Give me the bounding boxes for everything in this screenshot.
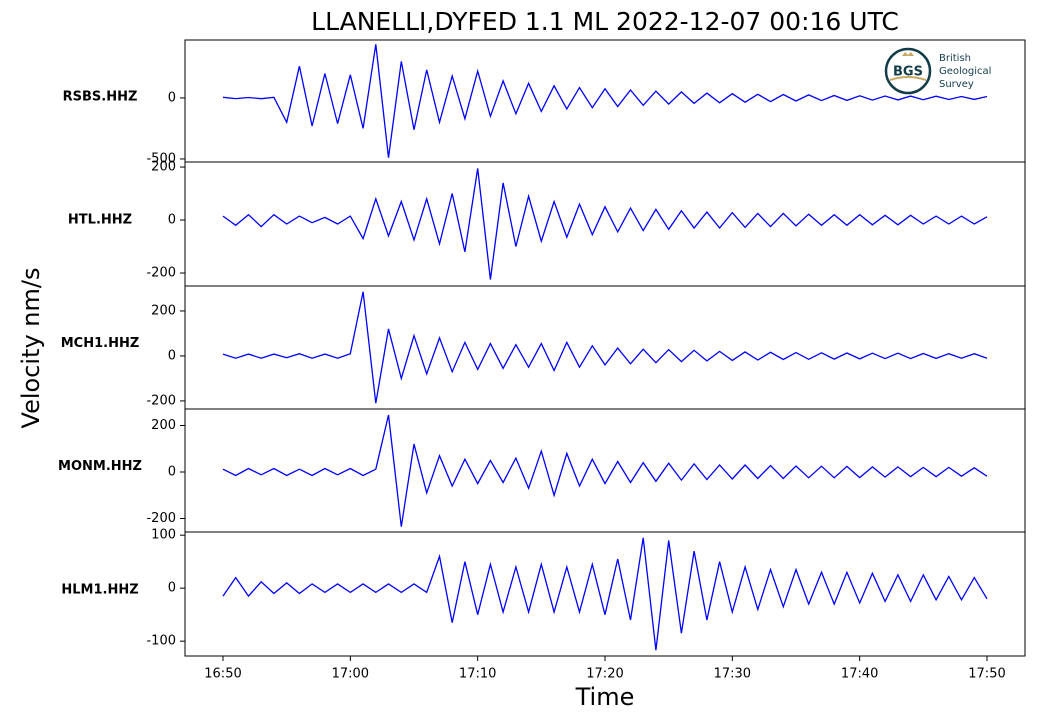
y-tick-label: 200 [151,303,176,318]
y-tick-label: 0 [168,465,176,480]
trace [222,537,988,651]
y-tick-label: -500 [146,151,176,166]
logo-line: British [939,53,971,64]
trace [222,168,988,280]
station-label: RSBS.HHZ [63,90,138,105]
panel-frame [184,408,1026,533]
x-tick-label: 17:10 [459,667,496,682]
logo-crown [902,52,914,56]
x-tick-label: 17:30 [714,667,751,682]
y-tick-label: 200 [151,418,176,433]
panel-frame [184,531,1026,657]
logo-wave [889,76,927,81]
logo-line: Survey [939,79,974,90]
logo-ring [884,47,932,95]
y-tick-label: 0 [168,581,176,596]
y-tick-label: -100 [146,634,176,649]
station-label: MONM.HHZ [58,459,142,474]
y-axis-label: Velocity nm/s [17,268,45,429]
logo-abbr: BGS [893,65,923,80]
chart-title: LLANELLI,DYFED 1.1 ML 2022-12-07 00:16 U… [311,7,899,36]
x-tick-label: 16:50 [204,667,241,682]
station-label: HTL.HHZ [68,213,132,228]
station-label: MCH1.HHZ [61,336,140,351]
x-tick-label: 17:40 [841,667,878,682]
x-tick-label: 17:20 [586,667,623,682]
logo-line: Geological [939,66,991,77]
y-tick-label: -200 [146,266,176,281]
y-tick-label: 100 [151,528,176,543]
logo: BGS British Geological Survey [884,47,991,95]
x-tick-label: 17:00 [332,667,369,682]
station-label: HLM1.HHZ [61,583,138,598]
x-axis-label: Time [575,683,635,711]
trace [222,291,988,404]
panel-frame [184,285,1026,410]
y-tick-label: 0 [168,213,176,228]
trace [222,44,988,158]
y-tick-label: 0 [168,90,176,105]
y-tick-label: 0 [168,348,176,363]
y-tick-label: 200 [151,160,176,175]
trace [222,414,988,527]
x-tick-label: 17:50 [968,667,1005,682]
y-tick-label: -200 [146,511,176,526]
y-tick-label: -200 [146,393,176,408]
